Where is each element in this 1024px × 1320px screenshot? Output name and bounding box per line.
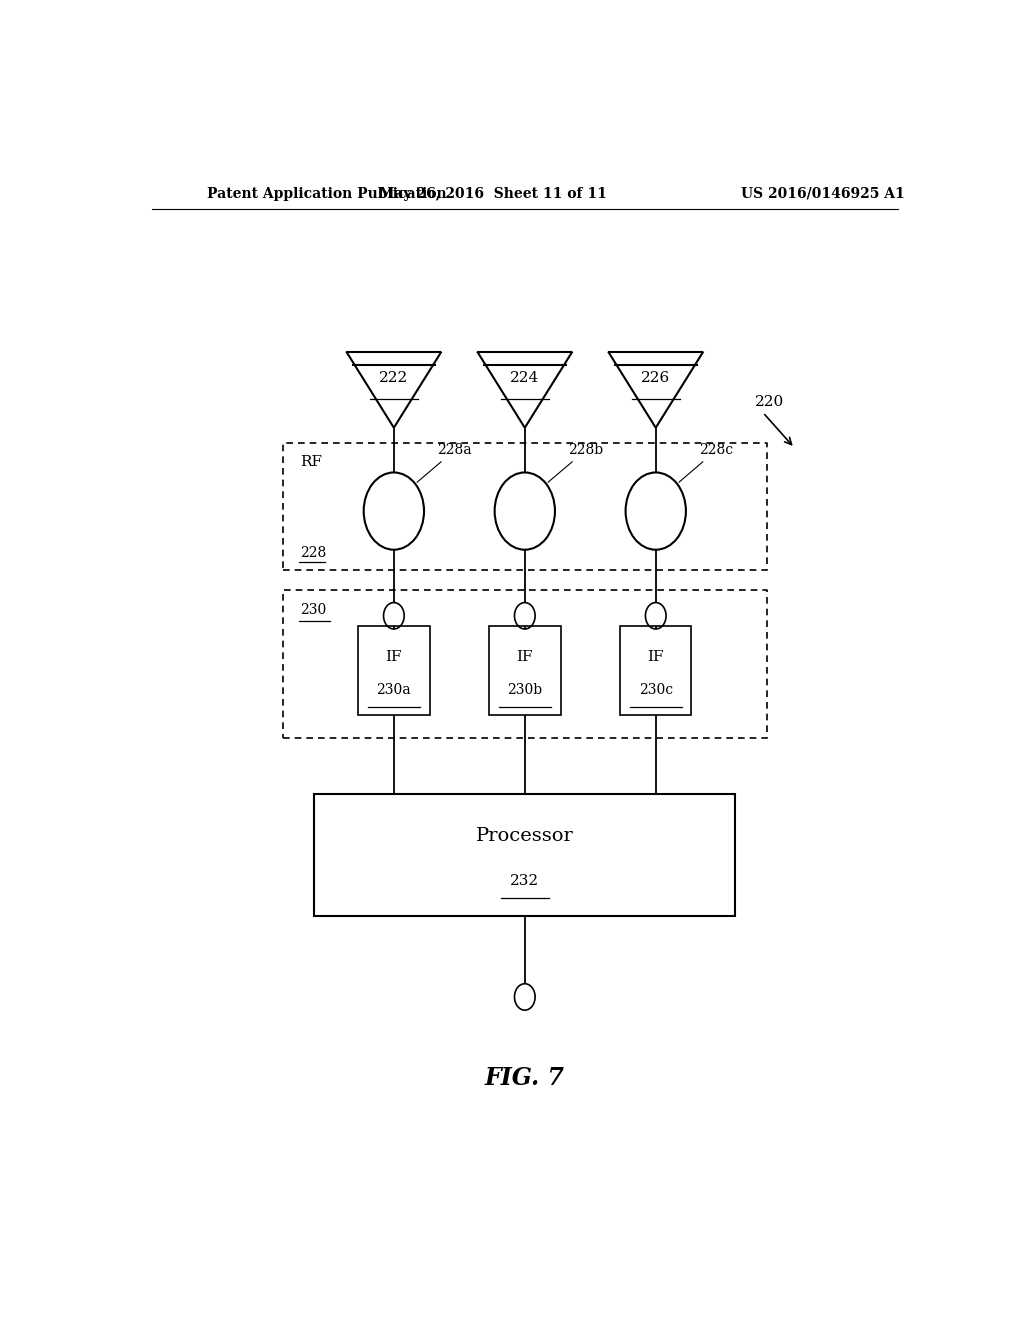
Circle shape — [364, 473, 424, 549]
Text: 230: 230 — [300, 602, 327, 616]
Text: IF: IF — [516, 651, 534, 664]
Text: US 2016/0146925 A1: US 2016/0146925 A1 — [740, 187, 904, 201]
Text: 230a: 230a — [377, 684, 412, 697]
Circle shape — [626, 473, 686, 549]
Text: 222: 222 — [379, 371, 409, 385]
Text: IF: IF — [647, 651, 664, 664]
Text: 224: 224 — [510, 371, 540, 385]
Text: IF: IF — [386, 651, 402, 664]
Text: 228b: 228b — [548, 444, 603, 482]
Bar — [314, 793, 735, 916]
Text: 228a: 228a — [417, 444, 472, 482]
Text: 228c: 228c — [679, 444, 733, 482]
Bar — [489, 626, 560, 715]
Circle shape — [495, 473, 555, 549]
Text: 220: 220 — [755, 395, 784, 409]
Text: 232: 232 — [510, 874, 540, 888]
Bar — [358, 626, 430, 715]
Text: Processor: Processor — [476, 828, 573, 845]
Text: 230c: 230c — [639, 684, 673, 697]
Text: 228: 228 — [300, 546, 327, 560]
Text: Patent Application Publication: Patent Application Publication — [207, 187, 447, 201]
Bar — [620, 626, 691, 715]
Text: May 26, 2016  Sheet 11 of 11: May 26, 2016 Sheet 11 of 11 — [379, 187, 607, 201]
Text: FIG. 7: FIG. 7 — [484, 1067, 565, 1090]
Text: 226: 226 — [641, 371, 671, 385]
Text: 230b: 230b — [507, 684, 543, 697]
Text: RF: RF — [300, 455, 323, 469]
